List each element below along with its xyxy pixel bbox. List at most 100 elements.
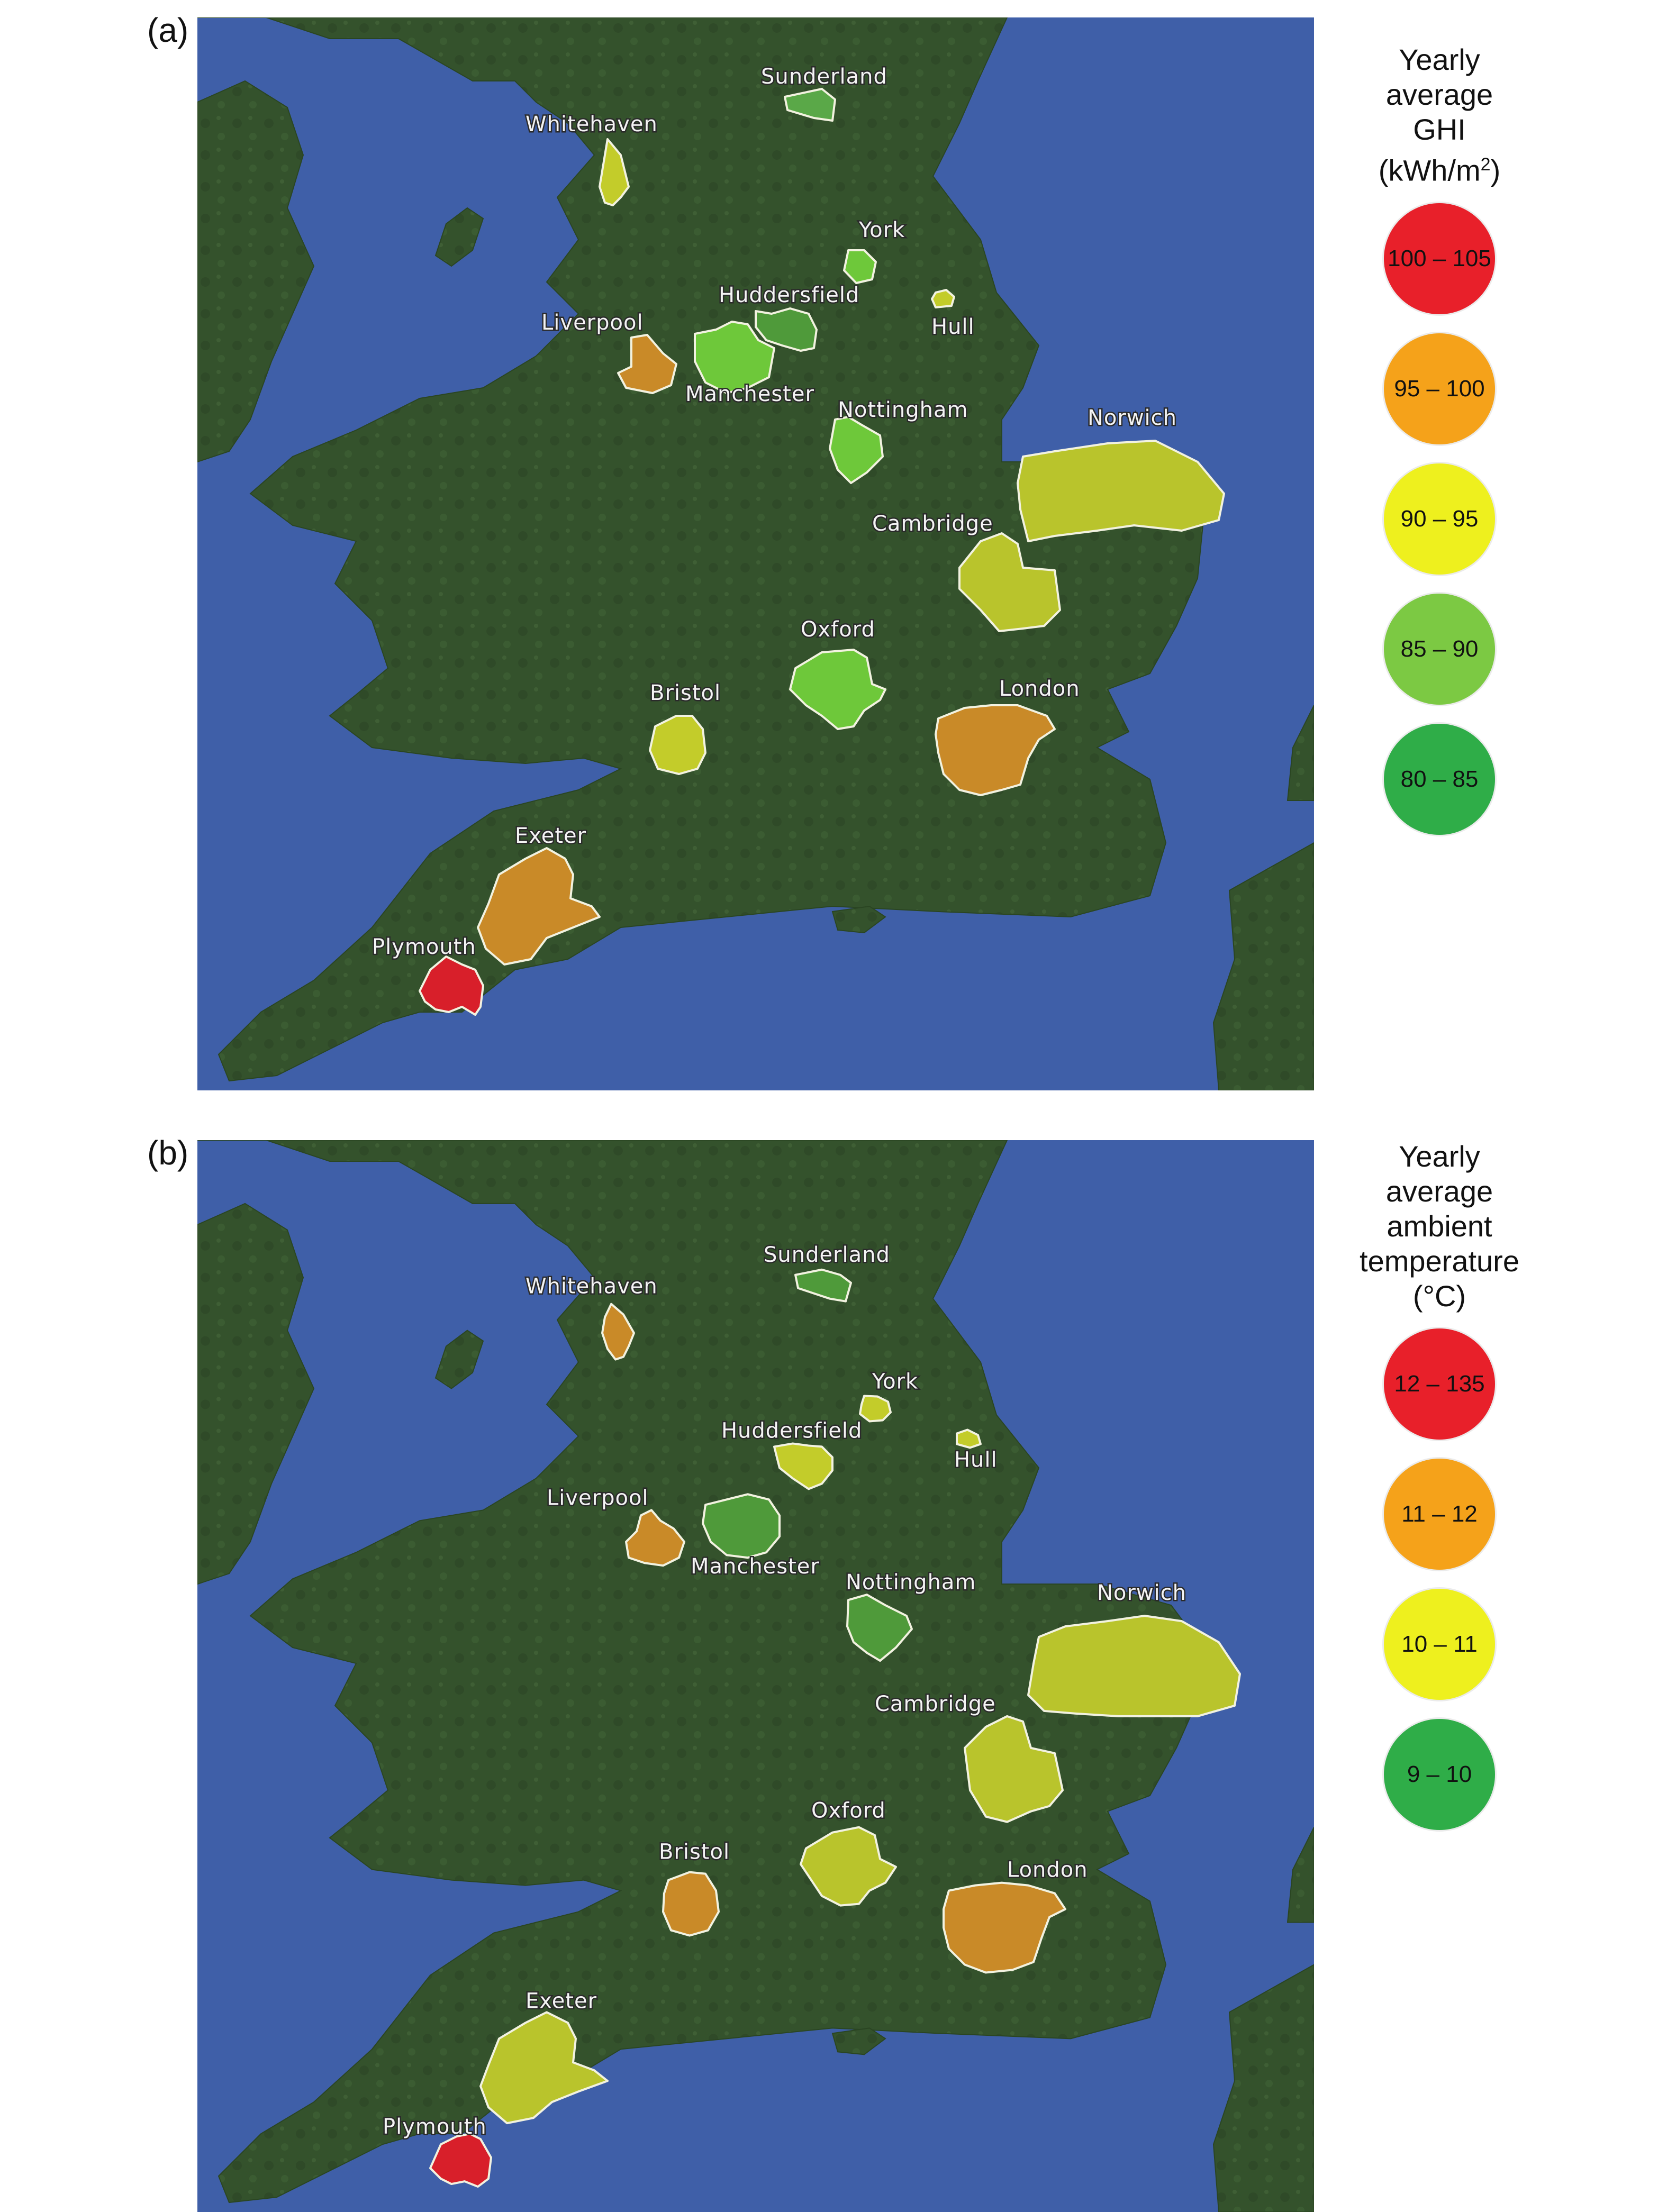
legend-item: 90 – 95 — [1384, 463, 1495, 575]
legend-ghi: Yearly average GHI (kWh/m2) 100 – 105 95 … — [1328, 42, 1551, 854]
city-region-norwich[interactable] — [1027, 1615, 1241, 1717]
land-france — [1212, 1964, 1314, 2212]
legend-items: 12 – 135 11 – 12 10 – 11 9 – 10 — [1384, 1328, 1495, 1849]
city-label-sunderland: Sunderland — [761, 65, 887, 89]
city-label-huddersfield: Huddersfield — [719, 283, 859, 307]
panel-b-label: (b) — [147, 1134, 189, 1172]
city-region-plymouth[interactable] — [429, 2133, 492, 2188]
city-label-huddersfield: Huddersfield — [721, 1418, 862, 1443]
city-label-plymouth: Plymouth — [372, 935, 476, 959]
map-panel-b: Sunderland Whitehaven York Huddersfield Hull… — [197, 1140, 1314, 2212]
map-panel-a: Sunderland Whitehaven York Huddersfield Hull… — [197, 17, 1314, 1090]
city-label-sunderland: Sunderland — [764, 1243, 890, 1267]
map-ghi: Sunderland Whitehaven York Huddersfield Hull… — [197, 17, 1314, 1090]
land-ireland — [197, 80, 315, 463]
city-label-manchester: Manchester — [691, 1554, 820, 1579]
legend-title-line: Yearly — [1399, 43, 1480, 76]
city-region-manchester[interactable] — [694, 321, 775, 394]
city-region-sunderland[interactable] — [794, 1268, 852, 1303]
city-label-norwich: Norwich — [1088, 406, 1177, 430]
legend-item: 12 – 135 — [1384, 1328, 1495, 1440]
city-label-hull: Hull — [931, 315, 975, 339]
city-label-nottingham: Nottingham — [846, 1570, 976, 1595]
city-region-norwich[interactable] — [1017, 440, 1225, 542]
city-label-cambridge: Cambridge — [872, 512, 993, 536]
city-region-york[interactable] — [843, 249, 877, 284]
city-label-plymouth: Plymouth — [383, 2115, 487, 2139]
legend-title-line: average — [1385, 1175, 1493, 1208]
city-label-whitehaven: Whitehaven — [526, 1275, 658, 1299]
city-label-london: London — [999, 677, 1080, 701]
land-man — [434, 1330, 484, 1389]
legend-item: 11 – 12 — [1384, 1459, 1495, 1570]
legend-title-line: Yearly — [1399, 1140, 1480, 1173]
legend-item: 95 – 100 — [1384, 333, 1495, 444]
city-label-bristol: Bristol — [650, 681, 721, 705]
city-label-liverpool: Liverpool — [547, 1486, 649, 1510]
panel-a-label: (a) — [147, 11, 189, 49]
city-region-cambridge[interactable] — [958, 532, 1061, 632]
city-region-exeter[interactable] — [477, 847, 601, 966]
legend-title: Yearly average ambient temperature (°C) — [1360, 1139, 1519, 1314]
land-wight — [831, 2027, 886, 2055]
legend-title: Yearly average GHI (kWh/m2) — [1379, 42, 1500, 188]
city-label-manchester: Manchester — [685, 382, 814, 406]
city-region-liverpool[interactable] — [617, 334, 677, 394]
land-denmark — [1287, 705, 1314, 801]
city-region-whitehaven[interactable] — [601, 1303, 635, 1361]
city-region-exeter[interactable] — [479, 2011, 609, 2125]
city-label-norwich: Norwich — [1097, 1581, 1186, 1605]
legend-title-line: temperature — [1360, 1244, 1519, 1278]
city-label-whitehaven: Whitehaven — [526, 112, 658, 136]
land-ireland — [197, 1203, 315, 1585]
city-region-sunderland[interactable] — [784, 88, 836, 122]
legend-title-line: average — [1385, 78, 1493, 111]
legend-item: 80 – 85 — [1384, 723, 1495, 835]
city-region-hull[interactable] — [931, 289, 955, 308]
land-denmark — [1287, 1827, 1314, 1923]
city-region-plymouth[interactable] — [419, 955, 484, 1016]
city-label-york: York — [872, 1370, 918, 1394]
city-label-london: London — [1007, 1858, 1088, 1882]
city-label-oxford: Oxford — [801, 617, 875, 642]
city-label-bristol: Bristol — [659, 1840, 730, 1864]
city-region-liverpool[interactable] — [625, 1509, 685, 1567]
legend-item: 10 – 11 — [1384, 1589, 1495, 1700]
map-temperature: Sunderland Whitehaven York Huddersfield Hull… — [197, 1140, 1314, 2212]
city-region-cambridge[interactable] — [964, 1715, 1064, 1823]
legend-unit: (kWh/m2) — [1378, 153, 1501, 187]
city-label-nottingham: Nottingham — [838, 398, 968, 422]
city-region-huddersfield[interactable] — [773, 1442, 834, 1490]
land-france — [1212, 842, 1314, 1090]
city-label-hull: Hull — [954, 1448, 998, 1472]
city-label-york: York — [858, 218, 905, 242]
city-region-oxford[interactable] — [800, 1826, 897, 1907]
city-region-london[interactable] — [935, 704, 1056, 796]
city-region-whitehaven[interactable] — [599, 138, 630, 206]
city-label-cambridge: Cambridge — [875, 1692, 996, 1716]
city-region-manchester[interactable] — [702, 1493, 781, 1559]
city-label-oxford: Oxford — [811, 1799, 886, 1823]
legend-temperature: Yearly average ambient temperature (°C) … — [1328, 1139, 1551, 1849]
city-region-nottingham[interactable] — [829, 416, 884, 484]
city-region-oxford[interactable] — [789, 649, 886, 730]
city-region-hull[interactable] — [956, 1428, 982, 1449]
city-region-london[interactable] — [943, 1881, 1066, 1974]
city-region-bristol[interactable] — [649, 715, 706, 775]
legend-title-line: ambient — [1387, 1209, 1492, 1243]
legend-item: 9 – 10 — [1384, 1719, 1495, 1830]
legend-item: 100 – 105 — [1384, 203, 1495, 314]
city-label-exeter: Exeter — [515, 824, 586, 848]
legend-title-line: GHI — [1413, 113, 1466, 146]
city-region-nottingham[interactable] — [846, 1594, 913, 1662]
city-region-huddersfield[interactable] — [755, 307, 818, 352]
legend-items: 100 – 105 95 – 100 90 – 95 85 – 90 80 – 85 — [1384, 203, 1495, 854]
city-region-york[interactable] — [859, 1395, 892, 1423]
legend-title-line: (°C) — [1412, 1279, 1466, 1313]
land-wight — [831, 905, 886, 934]
legend-item: 85 – 90 — [1384, 593, 1495, 705]
land-man — [434, 207, 484, 267]
city-label-exeter: Exeter — [526, 1989, 597, 2013]
city-label-liverpool: Liverpool — [541, 311, 644, 335]
city-region-bristol[interactable] — [662, 1871, 720, 1937]
